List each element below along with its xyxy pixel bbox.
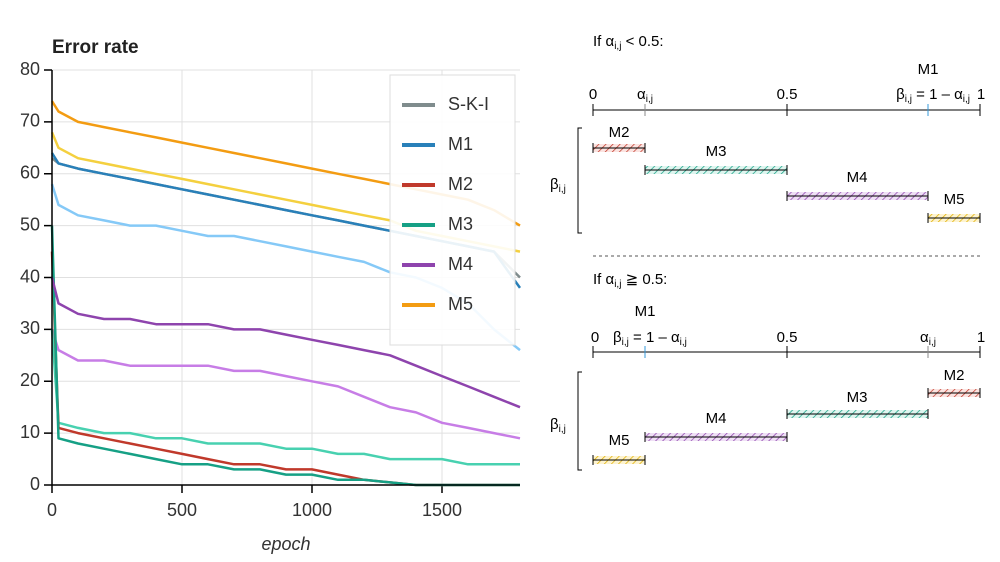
label: 0: [589, 86, 597, 103]
label: αi,j: [920, 329, 936, 348]
bar-label: M3: [706, 143, 727, 160]
legend: [389, 74, 516, 346]
y-tick-label: 0: [30, 474, 40, 494]
label: 0: [591, 329, 599, 346]
y-tick-label: 40: [20, 266, 40, 286]
legend-label: M1: [448, 134, 473, 154]
bar-label: M2: [609, 124, 630, 141]
label: M1: [635, 303, 656, 320]
condition: If αi,j ≧ 0.5:: [593, 271, 667, 290]
condition: If αi,j < 0.5:: [593, 33, 664, 52]
bar-label: M4: [847, 169, 868, 186]
y-tick-label: 30: [20, 318, 40, 338]
y-tick-label: 20: [20, 370, 40, 390]
diagram: If αi,j < 0.5: 0 αi,j 0.5 M1 βi,j = 1 – …: [550, 33, 985, 471]
label: M1: [918, 61, 939, 78]
y-tick-label: 10: [20, 422, 40, 442]
label: 1: [977, 86, 985, 103]
legend-label: M5: [448, 294, 473, 314]
label: 0.5: [777, 86, 798, 103]
bar-label: M3: [847, 389, 868, 406]
bracket: [577, 127, 582, 234]
x-tick-label: 1500: [422, 500, 462, 520]
y-tick-label: 60: [20, 163, 40, 183]
label: 0.5: [777, 329, 798, 346]
legend-label: M3: [448, 214, 473, 234]
label: βi,j: [550, 176, 566, 195]
bar-caps: [592, 143, 981, 223]
legend-label: M2: [448, 174, 473, 194]
chart: 0 10 20 30 40 50 60 70 80 0 500 1000 1500 Error rate e…: [20, 37, 522, 554]
bar-label: M2: [944, 367, 965, 384]
bar-caps: [592, 388, 981, 465]
legend-label: S-K-I: [448, 94, 489, 114]
y-tick-label: 70: [20, 111, 40, 131]
x-axis-label: epoch: [261, 534, 310, 554]
label: βi,j: [550, 416, 566, 435]
series-line: [50, 329, 521, 440]
label: αi,j: [637, 86, 653, 105]
y-tick-label: 50: [20, 214, 40, 234]
series-line: [50, 329, 520, 466]
x-tick-label: 500: [167, 500, 197, 520]
x-tick-label: 1000: [292, 500, 332, 520]
bar-label: M4: [706, 410, 727, 427]
x-tick-label: 0: [47, 500, 57, 520]
y-tick-label: 80: [20, 59, 40, 79]
label: 1: [977, 329, 985, 346]
series-line: [50, 277, 521, 409]
label: βi,j = 1 – αi,j: [896, 86, 970, 105]
bracket: [577, 371, 582, 471]
legend-label: M4: [448, 254, 473, 274]
label: βi,j = 1 – αi,j: [613, 329, 687, 348]
chart-title: Error rate: [52, 37, 139, 58]
bar-label: M5: [944, 191, 965, 208]
bar-label: M5: [609, 432, 630, 449]
